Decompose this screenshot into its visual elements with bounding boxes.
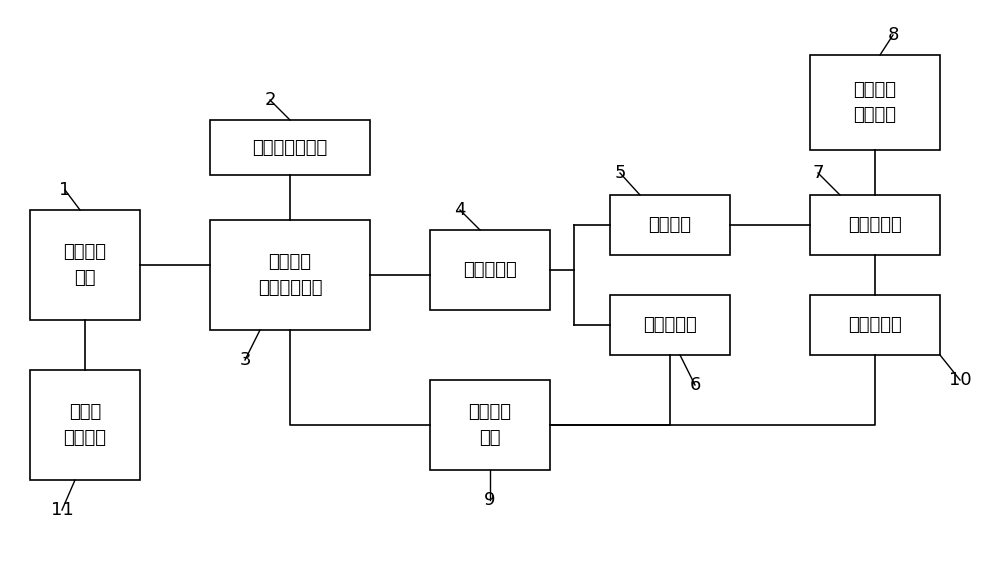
Text: 甲烷化装置: 甲烷化装置 <box>848 216 902 234</box>
Text: 4: 4 <box>454 201 466 219</box>
Bar <box>30 210 140 320</box>
Bar <box>430 380 550 470</box>
Bar <box>210 120 370 175</box>
Bar <box>210 220 370 330</box>
Text: 电化学
储能装置: 电化学 储能装置 <box>64 403 106 446</box>
Text: 主储氢罐: 主储氢罐 <box>648 216 692 234</box>
Text: 原料气供应装置: 原料气供应装置 <box>252 139 328 157</box>
Text: 11: 11 <box>51 501 73 519</box>
Text: 5: 5 <box>614 164 626 182</box>
Bar <box>430 230 550 310</box>
Text: 水冷换热器: 水冷换热器 <box>848 316 902 334</box>
Text: 7: 7 <box>812 164 824 182</box>
Text: 2: 2 <box>264 91 276 109</box>
Bar <box>810 195 940 255</box>
Text: 备用储氢罐: 备用储氢罐 <box>643 316 697 334</box>
Text: 二氧化碳
供应装置: 二氧化碳 供应装置 <box>854 81 896 124</box>
Text: 9: 9 <box>484 491 496 509</box>
Text: 3: 3 <box>239 351 251 369</box>
Bar <box>810 55 940 150</box>
Text: 氢水分离器: 氢水分离器 <box>463 261 517 279</box>
Text: 1: 1 <box>59 181 71 199</box>
Bar <box>610 195 730 255</box>
Text: 6: 6 <box>689 376 701 394</box>
Text: 水氢混合
装置: 水氢混合 装置 <box>468 403 512 446</box>
Text: 10: 10 <box>949 371 971 389</box>
Text: 风光发电
装置: 风光发电 装置 <box>64 243 106 287</box>
Bar <box>810 295 940 355</box>
Bar <box>30 370 140 480</box>
Text: 高温固体
氧化物电解池: 高温固体 氧化物电解池 <box>258 254 322 297</box>
Text: 8: 8 <box>887 26 899 44</box>
Bar <box>610 295 730 355</box>
